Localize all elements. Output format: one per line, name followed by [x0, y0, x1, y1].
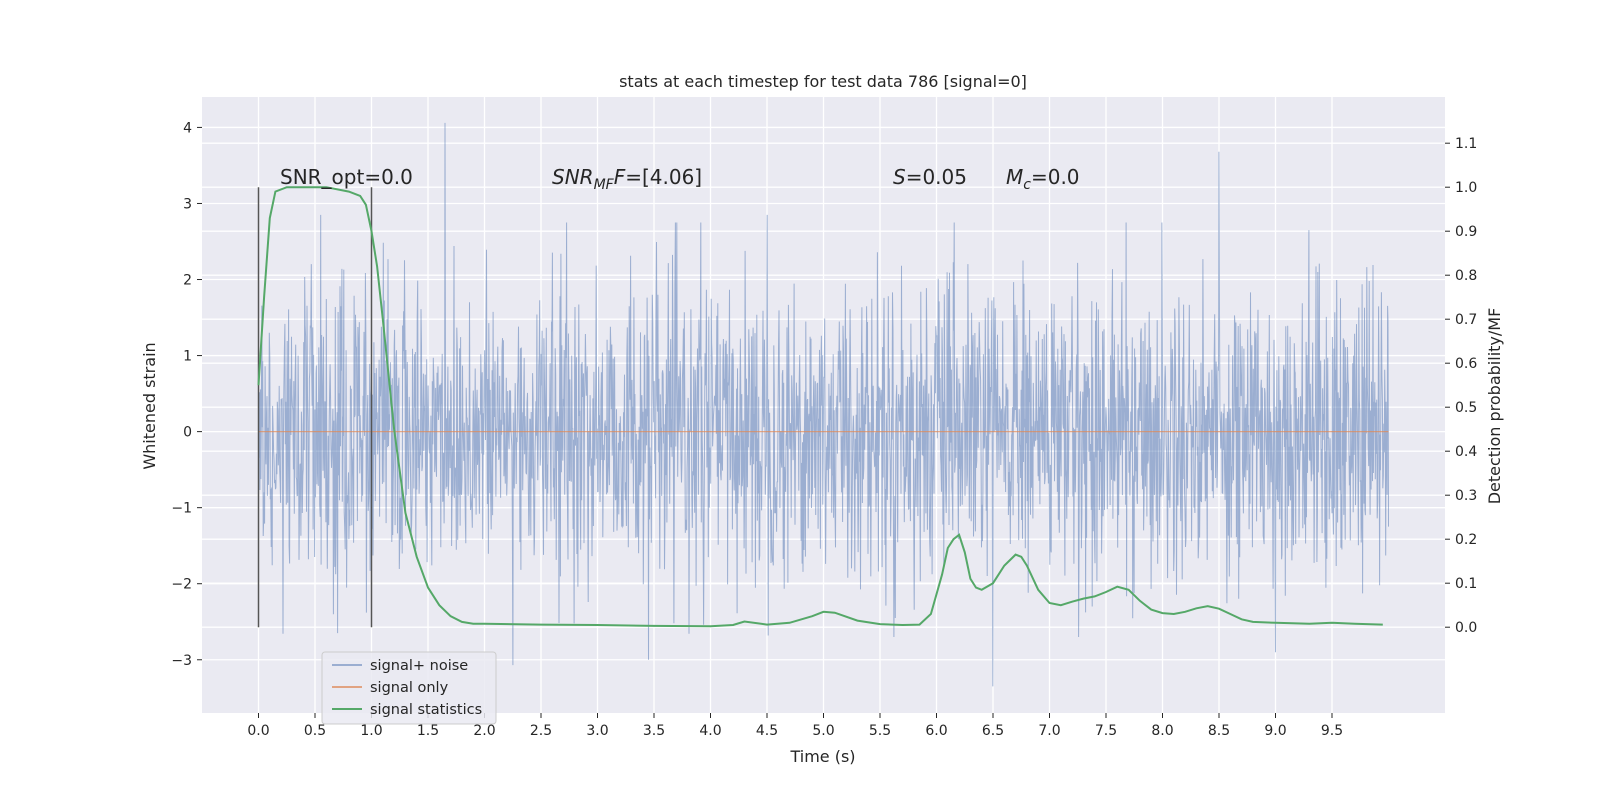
- y-tick-label: 4: [183, 120, 192, 136]
- x-tick-label: 2.0: [473, 723, 495, 739]
- series-signal-noise: [258, 122, 1389, 687]
- legend-label-signal-only: signal only: [370, 680, 449, 696]
- y-tick-label: −2: [171, 577, 192, 593]
- x-tick-label: 6.0: [925, 723, 947, 739]
- x-ticks: 0.0 0.5 1.0 1.5 2.0 2.5 3.0 3.5 4.0 4.5 5.0 5.5 6.0 6…: [247, 713, 1343, 739]
- y-tick-label: 3: [183, 196, 192, 212]
- x-tick-label: 6.5: [982, 723, 1004, 739]
- y2-tick-label: 0.3: [1455, 488, 1477, 504]
- x-tick-label: 7.0: [1038, 723, 1060, 739]
- s-label: S: [893, 165, 906, 189]
- x-axis-label: Time (s): [789, 747, 855, 766]
- y-tick-label: 1: [183, 349, 192, 365]
- annotation-snr-mf: SNRMFF=[4.06]: [552, 165, 702, 193]
- x-tick-label: 1.5: [417, 723, 439, 739]
- snr-mf-value: =[4.06]: [625, 165, 702, 189]
- y2-tick-label: 0.5: [1455, 400, 1477, 416]
- legend-label-statistics: signal statistics: [370, 702, 482, 718]
- y2-tick-label: 0.4: [1455, 444, 1477, 460]
- y2-tick-label: 0.2: [1455, 532, 1477, 548]
- y2-tick-label: 0.9: [1455, 224, 1477, 240]
- x-tick-label: 7.5: [1095, 723, 1117, 739]
- y-ticks: −3 −2 −1 0 1 2 3 4: [171, 120, 202, 669]
- x-tick-label: 2.5: [530, 723, 552, 739]
- y-axis-label: Whitened strain: [140, 342, 159, 469]
- annotation-mc: Mc=0.0: [1006, 165, 1080, 193]
- annotation-s: S=0.05: [893, 165, 967, 189]
- x-tick-label: 8.5: [1208, 723, 1230, 739]
- mc-subscript: c: [1023, 177, 1031, 193]
- y2-ticks: 0.0 0.1 0.2 0.3 0.4 0.5 0.6 0.7 0.8 0.9 1.0 1.1: [1445, 136, 1477, 636]
- mc-label: M: [1006, 165, 1023, 189]
- x-tick-label: 9.0: [1264, 723, 1286, 739]
- x-tick-label: 8.0: [1151, 723, 1173, 739]
- y-tick-label: −1: [171, 501, 192, 517]
- x-tick-label: 0.0: [247, 723, 269, 739]
- x-tick-label: 1.0: [360, 723, 382, 739]
- y2-tick-label: 0.7: [1455, 312, 1477, 328]
- annotation-snr-opt: SNR_opt=0.0: [280, 165, 413, 189]
- x-tick-label: 4.5: [756, 723, 778, 739]
- snr-mf-subscript: MF: [594, 177, 615, 193]
- noise-trace-line: [258, 122, 1389, 687]
- legend-label-noise: signal+ noise: [370, 658, 468, 674]
- y-tick-label: −3: [171, 653, 192, 669]
- legend-box: [321, 651, 497, 725]
- s-value: =0.05: [906, 165, 967, 189]
- y2-tick-label: 0.6: [1455, 356, 1477, 372]
- x-tick-label: 3.0: [586, 723, 608, 739]
- x-tick-label: 5.0: [812, 723, 834, 739]
- y2-tick-label: 0.8: [1455, 268, 1477, 284]
- y-tick-label: 0: [183, 425, 192, 441]
- x-tick-label: 0.5: [304, 723, 326, 739]
- x-tick-label: 4.0: [699, 723, 721, 739]
- statistics-line: [257, 186, 1383, 628]
- x-tick-label: 5.5: [869, 723, 891, 739]
- y2-axis-label: Detection probability/MF: [1485, 308, 1504, 505]
- snr-mf-label: SNR: [552, 165, 594, 189]
- y2-tick-label: 1.0: [1455, 180, 1477, 196]
- window-markers: [257, 187, 373, 628]
- y2-tick-label: 0.1: [1455, 576, 1477, 592]
- x-tick-label: 3.5: [643, 723, 665, 739]
- y-tick-label: 2: [183, 273, 192, 289]
- legend: signal+ noise signal only signal statist…: [321, 651, 497, 725]
- y2-tick-label: 1.1: [1455, 136, 1477, 152]
- series-signal-statistics: [257, 186, 1383, 628]
- chart-title: stats at each timestep for test data 786…: [619, 72, 1027, 91]
- y2-tick-label: 0.0: [1455, 620, 1477, 636]
- x-tick-label: 9.5: [1321, 723, 1343, 739]
- mc-value: =0.0: [1031, 165, 1080, 189]
